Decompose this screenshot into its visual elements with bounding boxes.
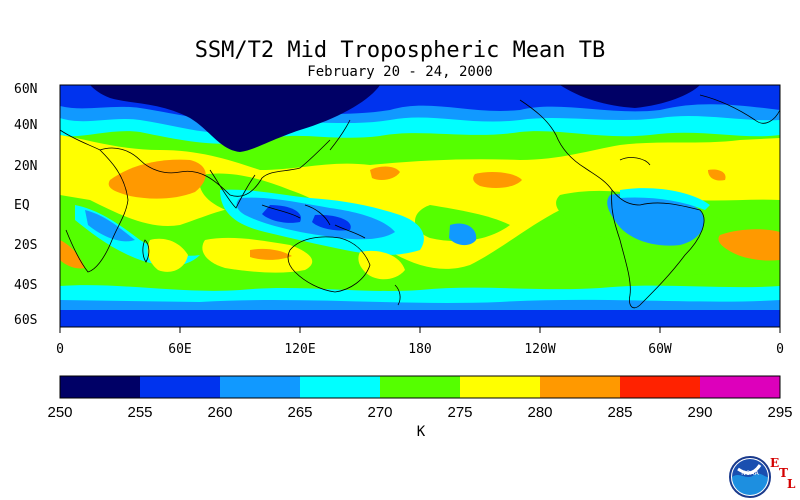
noaa-logo: NOAA	[729, 456, 771, 498]
colorbar-swatch	[60, 376, 140, 398]
colorbar-tick: 290	[687, 404, 713, 421]
colorbar-swatch	[620, 376, 700, 398]
colorbar-swatch	[300, 376, 380, 398]
colorbar-tick: 250	[47, 404, 73, 421]
lat-label-60n: 60N	[14, 82, 38, 97]
colorbar-tick: 255	[127, 404, 153, 421]
colorbar	[59, 375, 781, 399]
map-title: SSM/T2 Mid Tropospheric Mean TB	[194, 38, 606, 63]
lat-label-40s: 40S	[14, 278, 38, 293]
colorbar-swatch	[220, 376, 300, 398]
lon-label-0: 0	[56, 342, 64, 357]
lon-label-120e: 120E	[284, 342, 316, 357]
lat-label-20n: 20N	[14, 159, 38, 174]
colorbar-tick: 265	[287, 404, 313, 421]
etl-letter-t: T	[779, 466, 788, 480]
colorbar-swatch	[380, 376, 460, 398]
colorbar-unit: K	[416, 424, 426, 440]
colorbar-tick: 275	[447, 404, 473, 421]
colorbar-swatch	[700, 376, 780, 398]
lat-label-40n: 40N	[14, 118, 38, 133]
lat-label-60s: 60S	[14, 313, 38, 328]
lon-label-60w: 60W	[648, 342, 672, 357]
lon-label-0-east: 0	[776, 342, 784, 357]
colorbar-tick: 270	[367, 404, 393, 421]
colorbar-tick: 285	[607, 404, 633, 421]
map-field	[59, 85, 781, 327]
colorbar-tick: 295	[767, 404, 793, 421]
colorbar-tick: 260	[207, 404, 233, 421]
lat-label-eq: EQ	[14, 198, 30, 213]
colorbar-swatch	[140, 376, 220, 398]
noaa-logo-text: NOAA	[741, 470, 759, 477]
colorbar-frame	[59, 375, 781, 399]
colorbar-tick: 280	[527, 404, 553, 421]
map-subtitle: February 20 - 24, 2000	[307, 64, 493, 80]
lon-label-120w: 120W	[524, 342, 556, 357]
colorbar-swatch	[540, 376, 620, 398]
lon-label-60e: 60E	[168, 342, 192, 357]
x-ticks	[59, 327, 781, 333]
etl-letter-l: L	[787, 477, 796, 491]
colorbar-swatch	[460, 376, 540, 398]
lon-label-180: 180	[408, 342, 432, 357]
lat-label-20s: 20S	[14, 238, 38, 253]
etl-letter-e: E	[770, 456, 780, 470]
